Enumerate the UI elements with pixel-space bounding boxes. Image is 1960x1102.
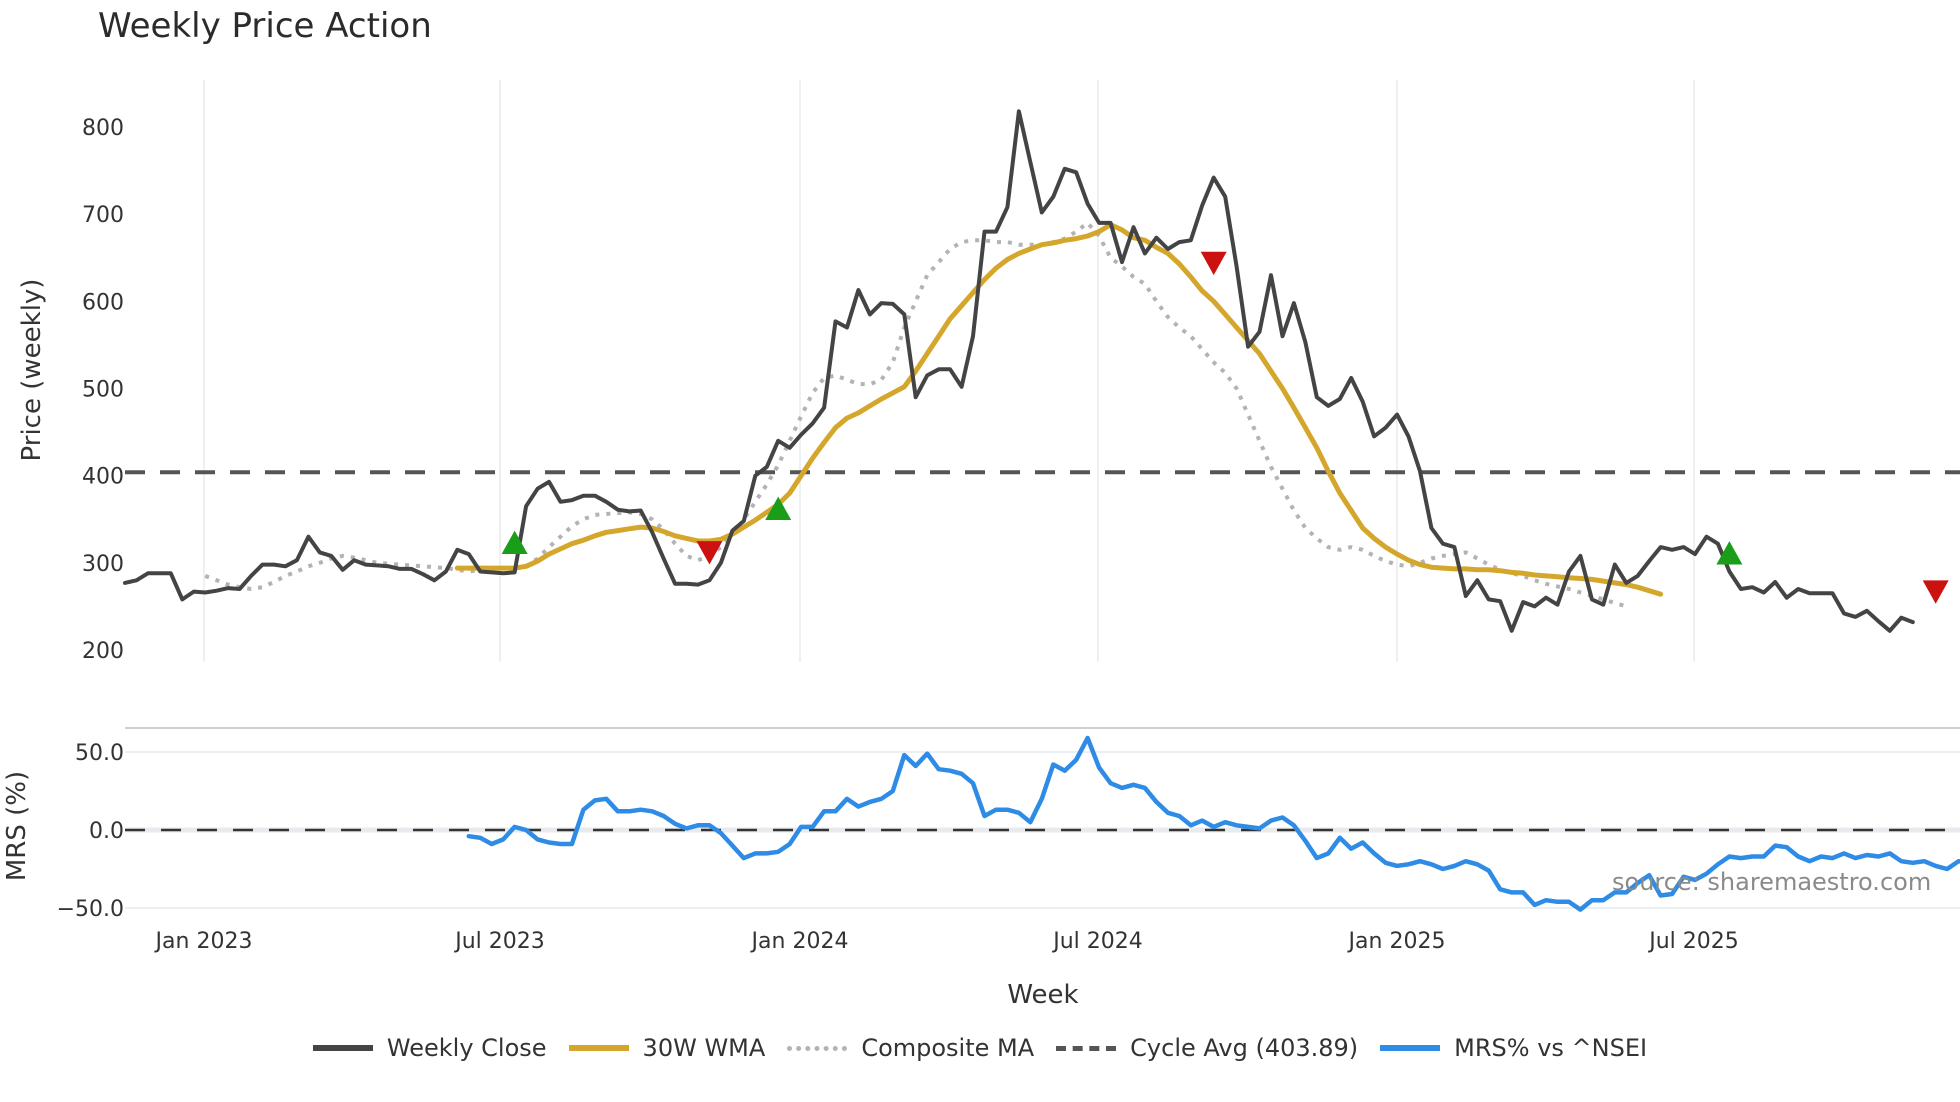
y-tick-label: 700 <box>82 203 124 228</box>
legend-item-mrs[interactable]: MRS% vs ^NSEI <box>1380 1034 1647 1062</box>
x-axis-label: Week <box>1007 980 1078 1010</box>
x-tick-label: Jan 2025 <box>1347 929 1446 954</box>
mrs-line <box>466 735 1960 912</box>
y-tick-label: 400 <box>82 465 124 490</box>
mrs-swatch-icon <box>1380 1045 1441 1051</box>
mrs-y-tick-label: −50.0 <box>57 897 124 922</box>
buy-signal-icon <box>501 530 528 555</box>
sell-signal-icon <box>1200 251 1227 276</box>
watermark: source: sharemaestro.com <box>1612 868 1932 896</box>
x-tick-label: Jul 2025 <box>1647 929 1739 954</box>
composite-ma-swatch-icon <box>787 1045 848 1051</box>
mrs-y-tick-label: 50.0 <box>75 741 124 766</box>
weekly-close-swatch-icon <box>312 1045 373 1051</box>
y-tick-label: 200 <box>82 639 124 664</box>
x-tick-label: Jul 2024 <box>1051 929 1143 954</box>
legend-label: Weekly Close <box>386 1034 547 1062</box>
x-tick-label: Jul 2023 <box>453 929 545 954</box>
legend: Weekly Close 30W WMA Composite MA Cycle … <box>0 1034 1960 1062</box>
x-tick-label: Jan 2024 <box>750 929 849 954</box>
sell-signal-icon <box>696 541 723 565</box>
wma-line <box>454 222 1664 597</box>
x-tick-label: Jan 2023 <box>154 929 253 954</box>
cycle-avg-swatch-icon <box>1056 1045 1117 1051</box>
price-y-axis-label: Price (weekly) <box>17 279 47 462</box>
legend-item-weekly-close[interactable]: Weekly Close <box>312 1034 547 1062</box>
weekly-close-line <box>123 109 1915 633</box>
y-tick-label: 600 <box>82 290 124 315</box>
legend-item-cycle-avg[interactable]: Cycle Avg (403.89) <box>1056 1034 1358 1062</box>
buy-signal-icon <box>1716 541 1743 565</box>
chart-title: Weekly Price Action <box>98 6 432 46</box>
legend-label: Cycle Avg (403.89) <box>1130 1034 1359 1062</box>
legend-label: 30W WMA <box>642 1034 766 1062</box>
sell-signal-icon <box>1922 580 1949 604</box>
legend-label: Composite MA <box>861 1034 1035 1062</box>
legend-item-30w-wma[interactable]: 30W WMA <box>568 1034 766 1062</box>
legend-item-composite-ma[interactable]: Composite MA <box>787 1034 1034 1062</box>
mrs-y-axis-label: MRS (%) <box>2 771 32 881</box>
wma-swatch-icon <box>568 1045 629 1051</box>
y-tick-label: 800 <box>82 116 124 141</box>
composite-ma-line <box>204 220 1627 609</box>
y-tick-label: 300 <box>82 552 124 577</box>
y-tick-label: 500 <box>82 378 124 403</box>
mrs-y-tick-label: 0.0 <box>89 819 124 844</box>
legend-label: MRS% vs ^NSEI <box>1454 1034 1648 1062</box>
buy-signal-icon <box>765 496 792 521</box>
